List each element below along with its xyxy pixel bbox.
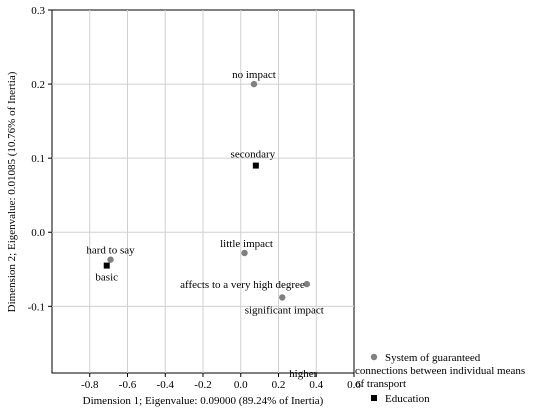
grid-lines [52,10,354,373]
y-axis-title: Dimension 2; Eigenvalue: 0.01085 (10.76%… [6,71,18,312]
x-tick-label: 0.6 [347,379,361,391]
point-label: hard to say [86,245,135,257]
scatter-point [279,294,286,301]
scatter-point [103,262,110,269]
scatter-point [241,249,248,257]
point-label: no impact [232,69,276,81]
point-label: secondary [231,149,276,161]
axis-ticks [48,9,355,377]
x-axis-title: Dimension 1; Eigenvalue: 0.09000 (89.24%… [83,395,324,407]
scatter-point [252,162,259,169]
legend-label: System of guaranteed connections between … [355,352,525,390]
tick-labels: -0.8 -0.6 -0.4 -0.2 0.0 0.2 0.4 0.6 -0.1 0.0 0.1 0.… [28,5,362,391]
x-tick-label: 0.2 [272,379,286,391]
point-label: affects to a very high degree [180,279,305,291]
data-points: no impact little impact hard to say affects… [86,69,323,380]
x-tick-label: -0.6 [119,379,137,391]
scatter-point [107,256,114,263]
point-label: higher [289,368,317,380]
legend-label: Education [385,393,430,405]
scatter-point [250,80,258,88]
point-label: little impact [220,238,273,250]
scatter-point [303,280,311,288]
y-tick-label: 0.2 [31,79,45,91]
y-tick-label: 0.3 [31,5,45,17]
x-tick-label: 0.4 [309,379,323,391]
x-tick-label: -0.2 [194,379,211,391]
x-tick-label: -0.4 [157,379,175,391]
y-tick-label: 0.1 [31,153,45,165]
point-label: significant impact [245,304,324,316]
legend-marker [371,395,377,401]
legend: System of guaranteed connections between … [355,352,525,405]
y-tick-label: -0.1 [28,301,45,313]
x-tick-label: -0.8 [81,379,99,391]
y-tick-label: 0.0 [31,227,45,239]
point-label: basic [95,272,118,284]
x-tick-label: 0.0 [234,379,248,391]
legend-marker [370,353,378,361]
